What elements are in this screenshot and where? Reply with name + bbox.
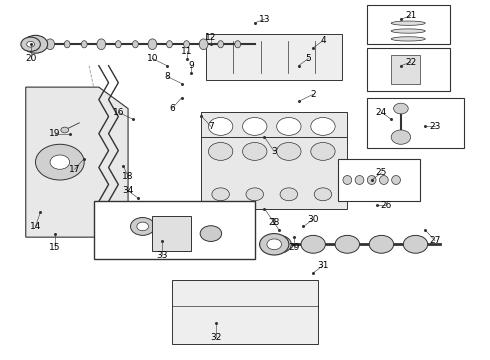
Bar — [367, 98, 464, 148]
Text: 6: 6 — [169, 104, 175, 113]
Circle shape — [24, 35, 48, 53]
Text: 30: 30 — [307, 215, 319, 224]
Bar — [206, 33, 343, 80]
Ellipse shape — [81, 41, 87, 48]
Text: 34: 34 — [122, 186, 134, 195]
Ellipse shape — [116, 41, 121, 48]
Text: 3: 3 — [271, 147, 277, 156]
Circle shape — [212, 188, 229, 201]
Text: 4: 4 — [320, 36, 326, 45]
Bar — [94, 202, 255, 258]
Polygon shape — [26, 87, 128, 237]
Text: 25: 25 — [376, 168, 387, 177]
Bar — [201, 137, 347, 208]
Bar — [367, 5, 450, 44]
Bar — [201, 112, 347, 141]
Text: 9: 9 — [189, 61, 194, 70]
Circle shape — [280, 188, 297, 201]
Text: 5: 5 — [305, 54, 311, 63]
Circle shape — [200, 226, 221, 242]
Text: 10: 10 — [147, 54, 158, 63]
Ellipse shape — [46, 39, 54, 50]
Ellipse shape — [148, 39, 157, 50]
Circle shape — [137, 222, 148, 231]
Ellipse shape — [97, 39, 106, 50]
Text: 14: 14 — [30, 222, 41, 231]
Circle shape — [243, 117, 267, 135]
Text: 20: 20 — [25, 54, 36, 63]
Ellipse shape — [391, 29, 425, 33]
Circle shape — [21, 37, 40, 51]
Bar — [172, 280, 318, 344]
Circle shape — [391, 130, 411, 144]
Circle shape — [311, 117, 335, 135]
Circle shape — [403, 235, 428, 253]
Text: 27: 27 — [429, 236, 441, 245]
Ellipse shape — [391, 37, 425, 41]
Bar — [367, 48, 450, 91]
Ellipse shape — [167, 41, 172, 48]
Circle shape — [393, 103, 408, 114]
Text: 13: 13 — [259, 15, 270, 24]
Ellipse shape — [355, 176, 364, 184]
Ellipse shape — [379, 176, 388, 184]
Text: 33: 33 — [156, 251, 168, 260]
Circle shape — [301, 235, 325, 253]
Bar — [338, 158, 420, 202]
Text: 21: 21 — [405, 11, 416, 20]
Bar — [391, 55, 420, 84]
Text: 16: 16 — [113, 108, 124, 117]
Circle shape — [130, 217, 155, 235]
Text: 23: 23 — [429, 122, 441, 131]
Circle shape — [277, 143, 301, 160]
Text: 17: 17 — [69, 165, 80, 174]
Text: 24: 24 — [376, 108, 387, 117]
Text: 12: 12 — [205, 33, 217, 42]
Text: 26: 26 — [381, 201, 392, 210]
Circle shape — [50, 155, 70, 169]
Ellipse shape — [218, 41, 223, 48]
Ellipse shape — [343, 176, 352, 184]
Circle shape — [208, 117, 233, 135]
Text: 22: 22 — [405, 58, 416, 67]
Circle shape — [314, 188, 332, 201]
Ellipse shape — [235, 41, 241, 48]
Circle shape — [27, 41, 34, 47]
Text: 29: 29 — [288, 243, 299, 252]
Text: 28: 28 — [269, 219, 280, 228]
Circle shape — [277, 117, 301, 135]
Text: 18: 18 — [122, 172, 134, 181]
Text: 32: 32 — [210, 333, 221, 342]
Circle shape — [267, 235, 291, 253]
Text: 8: 8 — [164, 72, 170, 81]
Circle shape — [369, 235, 393, 253]
Ellipse shape — [132, 41, 138, 48]
Text: 11: 11 — [181, 47, 192, 56]
Circle shape — [35, 144, 84, 180]
Ellipse shape — [391, 21, 425, 25]
Ellipse shape — [368, 176, 376, 184]
Ellipse shape — [64, 41, 70, 48]
Circle shape — [243, 143, 267, 160]
Text: 7: 7 — [208, 122, 214, 131]
Circle shape — [246, 188, 264, 201]
Ellipse shape — [199, 39, 208, 50]
Ellipse shape — [184, 41, 190, 48]
Circle shape — [208, 143, 233, 160]
Text: 19: 19 — [49, 129, 61, 138]
Circle shape — [267, 239, 282, 249]
Text: 2: 2 — [310, 90, 316, 99]
Circle shape — [260, 234, 289, 255]
Text: 31: 31 — [317, 261, 329, 270]
Circle shape — [311, 143, 335, 160]
Circle shape — [335, 235, 360, 253]
Bar — [152, 216, 192, 251]
Text: 15: 15 — [49, 243, 61, 252]
Text: 1: 1 — [271, 219, 277, 228]
Circle shape — [61, 127, 69, 133]
Ellipse shape — [392, 176, 400, 184]
